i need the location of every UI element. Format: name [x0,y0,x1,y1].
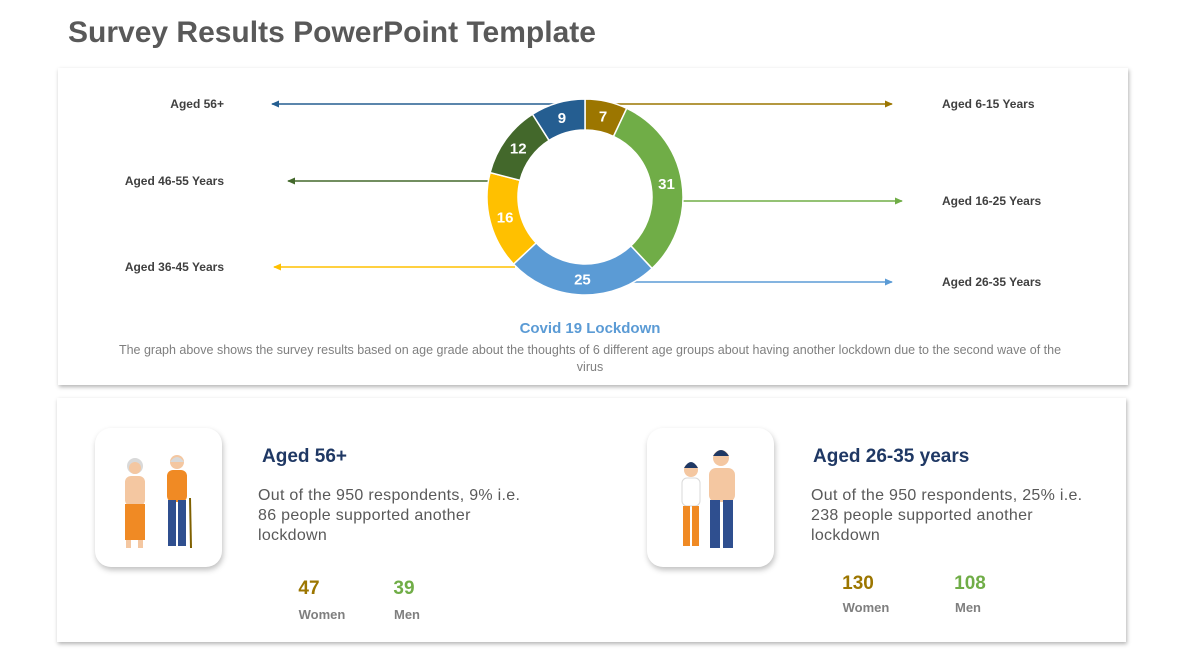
young-couple-illustration [681,450,735,548]
category-label: Aged 36-45 Years [125,260,225,274]
slide-title: Survey Results PowerPoint Template [68,16,596,49]
icon-card [647,428,774,567]
chart-description: The graph above shows the survey results… [118,343,1062,374]
stat-value: 130 [842,573,874,594]
slice-label: 31 [658,176,675,193]
slice-label: 9 [558,110,566,127]
stat-label: Men [394,607,420,622]
stat-label: Women [842,600,890,615]
category-label: Aged 46-55 Years [125,174,225,188]
card-title: Aged 56+ [262,446,348,467]
category-label: Aged 56+ [170,97,224,111]
slice-label: 16 [497,210,514,227]
stat-label: Men [955,600,981,615]
stat-value: 39 [393,578,415,599]
slice-label: 12 [510,141,527,158]
card-title: Aged 26-35 years [813,446,970,467]
slice-label: 7 [599,108,607,125]
category-label: Aged 26-35 Years [942,275,1042,289]
category-label: Aged 6-15 Years [942,97,1035,111]
elderly-couple-illustration [125,455,192,549]
cards-panel [57,398,1126,642]
card-text: Out of the 950 respondents, 25% i.e. 238… [811,487,1083,544]
donut-chart: Aged 6-15 Years Aged 16-25 Years Aged 26-3… [125,97,1042,296]
donut-slice [531,98,586,142]
chart-title: Covid 19 Lockdown [519,320,661,337]
icon-card [95,428,222,567]
stat-label: Women [298,607,346,622]
slice-label: 25 [574,271,591,288]
category-label: Aged 16-25 Years [942,194,1042,208]
stat-value: 47 [298,578,320,599]
card-text: Out of the 950 respondents, 9% i.e. 86 p… [258,487,521,544]
stat-value: 108 [954,573,986,594]
